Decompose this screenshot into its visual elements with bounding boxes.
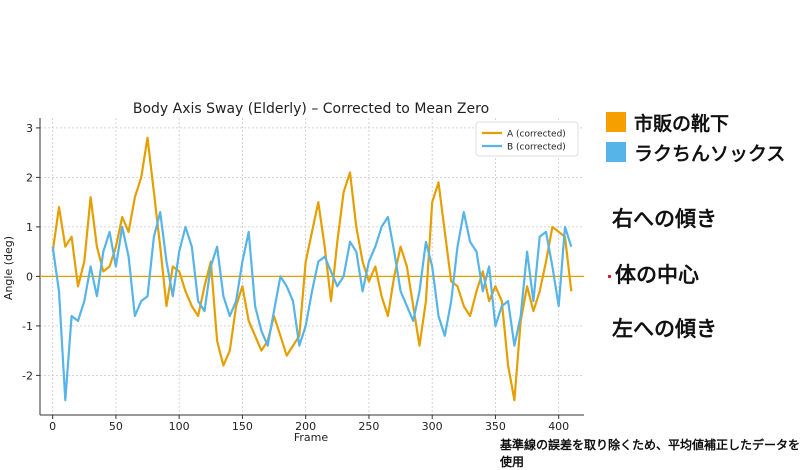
sway-chart: 0 50 100 150 200 250 300 350 400 -2 -1 0 1 2 3 Body Ax… (2, 101, 584, 444)
annotation-center: 体の中心 (615, 263, 699, 287)
x-tick-label: 350 (485, 420, 506, 433)
orange-swatch-icon (606, 112, 626, 132)
series-line-b (51, 211, 573, 402)
annotation-left-tilt: 左への傾き (612, 317, 717, 341)
y-tick-label: -1 (22, 320, 33, 333)
x-tick-label: 0 (49, 420, 56, 433)
y-tick-label: -2 (22, 369, 33, 382)
series-lines (51, 136, 573, 402)
x-axis-label: Frame (294, 431, 329, 444)
x-tick-label: 250 (358, 420, 379, 433)
y-tick-label: 0 (26, 270, 33, 283)
footnote: 基準線の誤差を取り除くため、平均値補正したデータを使用 (500, 438, 800, 469)
y-tick-label: 2 (26, 171, 33, 184)
x-tick-label: 150 (232, 420, 253, 433)
side-legend-item-a: 市販の靴下 (606, 108, 785, 136)
side-legend: 市販の靴下 ラクちんソックス (606, 108, 785, 168)
chart-legend: A (corrected) B (corrected) (475, 121, 579, 157)
side-legend-item-b: ラクちんソックス (606, 138, 785, 166)
bullet-icon (608, 274, 611, 278)
x-tick-label: 200 (295, 420, 316, 433)
side-legend-label-a: 市販の靴下 (634, 112, 730, 135)
axes: 0 50 100 150 200 250 300 350 400 -2 -1 0 1 2 3 (22, 118, 584, 433)
y-axis-label: Angle (deg) (2, 236, 15, 300)
x-tick-label: 50 (109, 420, 123, 433)
blue-swatch-icon (606, 142, 626, 162)
x-tick-label: 400 (548, 420, 569, 433)
chart-title: Body Axis Sway (Elderly) – Corrected to … (133, 101, 489, 117)
annotation-right-tilt: 右への傾き (612, 207, 717, 231)
x-tick-label: 300 (422, 420, 443, 433)
x-tick-label: 100 (169, 420, 190, 433)
legend-label: B (corrected) (507, 143, 566, 153)
legend-label: A (corrected) (507, 130, 566, 140)
side-legend-label-b: ラクちんソックス (634, 142, 786, 165)
annotation-center-wrap: 体の中心 (608, 259, 699, 289)
legend-box (475, 121, 579, 157)
y-tick-label: 1 (26, 221, 33, 234)
y-tick-label: 3 (26, 122, 33, 135)
grid (40, 118, 584, 415)
